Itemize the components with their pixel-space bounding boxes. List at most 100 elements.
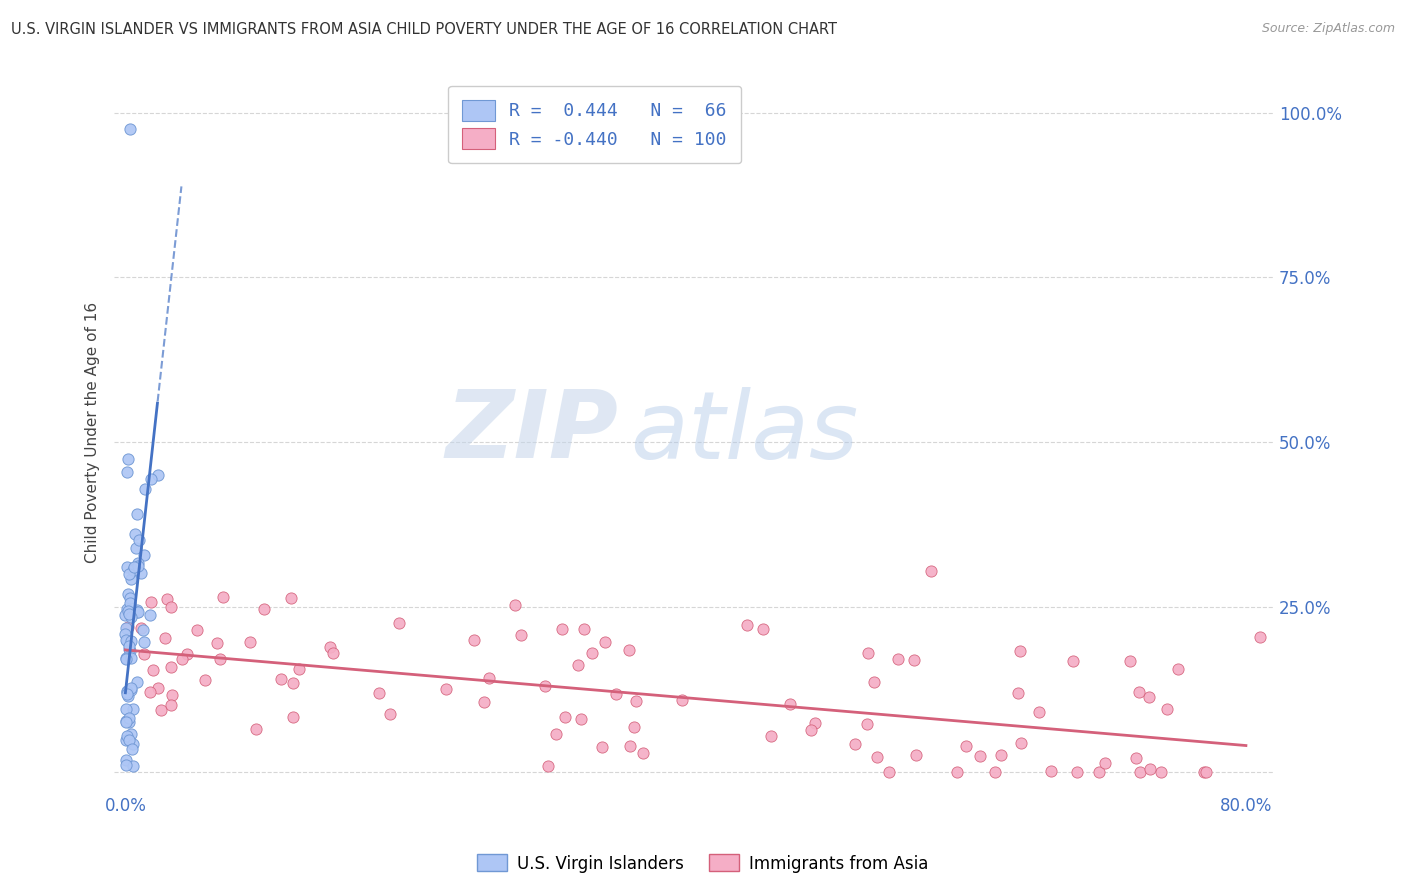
Point (127, 605, 149, 619)
Point (118, 566, 141, 581)
Point (1119, 654, 1142, 668)
Point (128, 533, 150, 547)
Point (752, 622, 775, 636)
Point (1028, 705, 1050, 719)
Point (141, 595, 163, 609)
Point (253, 602, 276, 616)
Point (120, 634, 142, 648)
Point (127, 556, 149, 570)
Point (800, 723, 823, 737)
Point (129, 621, 152, 635)
Point (142, 663, 165, 677)
Text: atlas: atlas (630, 387, 859, 478)
Point (120, 610, 142, 624)
Point (554, 710, 576, 724)
Point (125, 605, 148, 619)
Point (134, 648, 156, 662)
Point (148, 681, 170, 696)
Point (1149, 764, 1171, 779)
Point (122, 737, 145, 751)
Point (887, 652, 910, 666)
Point (122, 560, 145, 574)
Point (955, 739, 977, 753)
Point (1062, 655, 1084, 669)
Point (567, 658, 589, 673)
Point (117, 689, 139, 703)
Point (115, 633, 138, 648)
Text: Source: ZipAtlas.com: Source: ZipAtlas.com (1261, 22, 1395, 36)
Point (194, 673, 217, 687)
Point (114, 608, 136, 623)
Point (946, 764, 969, 779)
Point (1125, 750, 1147, 764)
Point (120, 644, 142, 658)
Point (1156, 702, 1178, 716)
Point (134, 482, 156, 496)
Point (617, 643, 640, 657)
Point (990, 748, 1012, 763)
Point (1094, 756, 1116, 771)
Text: U.S. VIRGIN ISLANDER VS IMMIGRANTS FROM ASIA CHILD POVERTY UNDER THE AGE OF 16 C: U.S. VIRGIN ISLANDER VS IMMIGRANTS FROM … (11, 22, 837, 37)
Point (367, 686, 389, 700)
Point (605, 687, 627, 701)
Point (118, 122, 141, 136)
Point (1007, 686, 1029, 700)
Point (1128, 685, 1150, 699)
Point (1010, 644, 1032, 658)
Point (1249, 630, 1271, 644)
Point (1066, 764, 1088, 779)
Point (281, 676, 304, 690)
Point (472, 695, 495, 709)
Point (1040, 764, 1063, 778)
Point (208, 651, 231, 665)
Point (478, 671, 501, 685)
Point (591, 740, 613, 755)
Point (856, 717, 879, 731)
Point (388, 615, 411, 630)
Point (877, 764, 900, 779)
Point (1139, 762, 1161, 776)
Text: ZIP: ZIP (446, 386, 619, 478)
Point (118, 640, 141, 654)
Point (1192, 764, 1215, 779)
Point (160, 660, 183, 674)
Point (581, 646, 603, 660)
Point (115, 560, 138, 574)
Point (803, 715, 825, 730)
Point (115, 465, 138, 479)
Point (160, 698, 183, 713)
Point (118, 591, 141, 605)
Legend: R =  0.444   N =  66, R = -0.440   N = 100: R = 0.444 N = 66, R = -0.440 N = 100 (449, 86, 741, 163)
Point (623, 720, 645, 734)
Point (115, 701, 138, 715)
Point (146, 468, 169, 483)
Point (121, 759, 143, 773)
Point (212, 590, 235, 604)
Point (551, 622, 574, 636)
Point (593, 635, 616, 649)
Point (115, 758, 138, 772)
Point (120, 681, 142, 695)
Point (115, 652, 138, 666)
Point (127, 603, 149, 617)
Point (866, 750, 889, 764)
Legend: U.S. Virgin Islanders, Immigrants from Asia: U.S. Virgin Islanders, Immigrants from A… (471, 847, 935, 880)
Point (903, 653, 925, 667)
Point (114, 732, 136, 747)
Point (904, 747, 927, 762)
Point (510, 627, 533, 641)
Point (537, 758, 560, 772)
Point (155, 631, 177, 645)
Point (114, 627, 136, 641)
Point (114, 622, 136, 636)
Point (121, 563, 143, 577)
Point (115, 684, 138, 698)
Point (160, 599, 183, 614)
Point (162, 688, 184, 702)
Point (118, 715, 141, 730)
Point (463, 632, 485, 647)
Point (969, 749, 991, 764)
Point (156, 591, 179, 606)
Point (121, 702, 143, 716)
Point (270, 672, 292, 686)
